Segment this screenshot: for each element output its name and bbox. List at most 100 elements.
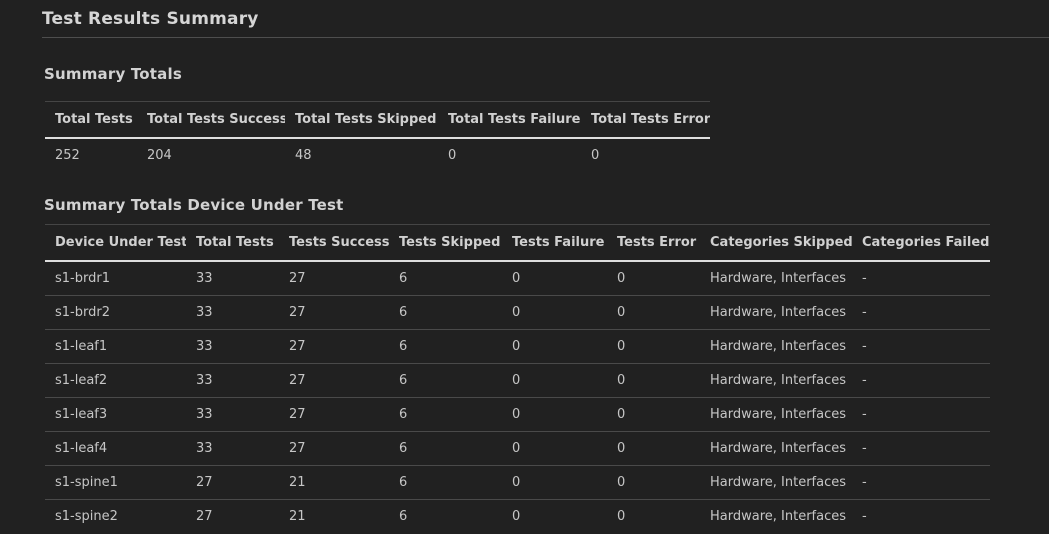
cell: 204 xyxy=(147,148,172,163)
cell: Hardware, Interfaces xyxy=(700,431,852,466)
cell: - xyxy=(852,499,990,533)
table-row: s1-leaf2 33 27 6 0 0 Hardware, Interfaces - xyxy=(45,363,990,398)
column-header: Categories Skipped xyxy=(700,224,852,262)
column-header: Tests Skipped xyxy=(389,224,502,262)
cell: 0 xyxy=(512,271,521,286)
cell: Hardware, Interfaces xyxy=(700,397,852,432)
test-report-page: Test Results Summary Summary Totals Tota… xyxy=(0,9,1049,534)
cell: 0 xyxy=(502,363,607,398)
cell: 21 xyxy=(279,499,389,533)
cell: - xyxy=(852,465,990,500)
cell: 27 xyxy=(289,271,306,286)
cell: 33 xyxy=(186,329,279,364)
table-row: s1-brdr1 33 27 6 0 0 Hardware, Interfaces - xyxy=(45,261,990,296)
column-header: Categories Failed xyxy=(852,224,990,262)
cell: 0 xyxy=(607,397,700,432)
cell: 0 xyxy=(502,499,607,533)
table-row: s1-spine2 27 21 6 0 0 Hardware, Interfaces - xyxy=(45,499,990,533)
cell: - xyxy=(852,397,990,432)
cell: 0 xyxy=(502,431,607,466)
cell: - xyxy=(862,271,867,286)
cell: - xyxy=(852,295,990,330)
cell: 33 xyxy=(186,295,279,330)
cell: 33 xyxy=(196,271,213,286)
cell: 6 xyxy=(389,329,502,364)
column-header: Device Under Test xyxy=(45,224,186,262)
cell: 6 xyxy=(389,499,502,533)
cell: s1-leaf4 xyxy=(45,431,186,466)
cell: - xyxy=(852,431,990,466)
column-header: Total Tests Failure xyxy=(438,101,581,139)
column-header: Total Tests xyxy=(186,224,279,262)
column-header: Total Tests Error xyxy=(581,101,710,139)
cell: 0 xyxy=(607,363,700,398)
cell: s1-brdr1 xyxy=(55,271,110,286)
cell: Hardware, Interfaces xyxy=(700,499,852,533)
cell: 6 xyxy=(399,271,408,286)
cell: 0 xyxy=(607,295,700,330)
cell: 6 xyxy=(389,465,502,500)
cell: s1-brdr2 xyxy=(45,295,186,330)
cell: s1-leaf3 xyxy=(45,397,186,432)
page-title: Test Results Summary xyxy=(42,9,259,29)
cell: 0 xyxy=(607,465,700,500)
cell: 0 xyxy=(591,148,600,163)
cell: Hardware, Interfaces xyxy=(710,271,847,286)
cell: s1-leaf1 xyxy=(45,329,186,364)
column-header: Tests Error xyxy=(607,224,700,262)
summary-totals-table: Total Tests Total Tests Success Total Test… xyxy=(45,101,710,172)
cell: 27 xyxy=(279,431,389,466)
cell: 0 xyxy=(607,329,700,364)
cell: 6 xyxy=(389,363,502,398)
cell: Hardware, Interfaces xyxy=(700,465,852,500)
column-header: Tests Success xyxy=(279,224,389,262)
table-row: s1-leaf1 33 27 6 0 0 Hardware, Interfaces - xyxy=(45,329,990,364)
cell: 21 xyxy=(279,465,389,500)
cell: 6 xyxy=(389,397,502,432)
table-row: s1-leaf4 33 27 6 0 0 Hardware, Interfaces - xyxy=(45,431,990,466)
column-header: Total Tests xyxy=(45,101,137,139)
cell: 27 xyxy=(279,397,389,432)
table-row: s1-leaf3 33 27 6 0 0 Hardware, Interfaces - xyxy=(45,397,990,432)
header-row: Total Tests Total Tests Success Total Test… xyxy=(45,101,710,139)
cell: 0 xyxy=(502,295,607,330)
cell: 27 xyxy=(279,363,389,398)
cell: 6 xyxy=(389,431,502,466)
cell: 0 xyxy=(502,397,607,432)
cell: 48 xyxy=(295,148,312,163)
cell: Hardware, Interfaces xyxy=(700,363,852,398)
cell: s1-leaf2 xyxy=(45,363,186,398)
cell: - xyxy=(852,363,990,398)
column-header: Total Tests Success xyxy=(137,101,285,139)
cell: - xyxy=(852,329,990,364)
cell: 0 xyxy=(607,431,700,466)
cell: 33 xyxy=(186,363,279,398)
cell: s1-spine1 xyxy=(45,465,186,500)
cell: 0 xyxy=(448,148,457,163)
cell: 27 xyxy=(186,499,279,533)
cell: 27 xyxy=(186,465,279,500)
cell: Hardware, Interfaces xyxy=(700,295,852,330)
column-header: Tests Failure xyxy=(502,224,607,262)
cell: 33 xyxy=(186,397,279,432)
cell: 0 xyxy=(502,465,607,500)
column-header: Total Tests Skipped xyxy=(285,101,438,139)
cell: s1-spine2 xyxy=(45,499,186,533)
cell: Hardware, Interfaces xyxy=(700,329,852,364)
table-row: s1-brdr2 33 27 6 0 0 Hardware, Interfaces - xyxy=(45,295,990,330)
cell: 0 xyxy=(617,271,626,286)
summary-totals-dut-table: Device Under Test Total Tests Tests Succes… xyxy=(45,224,990,533)
summary-totals-dut-heading: Summary Totals Device Under Test xyxy=(44,196,344,214)
header-row: Device Under Test Total Tests Tests Succes… xyxy=(45,224,990,262)
cell: 27 xyxy=(279,329,389,364)
cell: 252 xyxy=(55,148,80,163)
cell: 27 xyxy=(279,295,389,330)
summary-totals-heading: Summary Totals xyxy=(44,65,182,83)
cell: 0 xyxy=(502,329,607,364)
table-row: s1-spine1 27 21 6 0 0 Hardware, Interfaces - xyxy=(45,465,990,500)
cell: 6 xyxy=(389,295,502,330)
title-divider xyxy=(42,37,1049,38)
cell: 33 xyxy=(186,431,279,466)
cell: 0 xyxy=(607,499,700,533)
table-row: 252 204 48 0 0 xyxy=(45,138,710,172)
